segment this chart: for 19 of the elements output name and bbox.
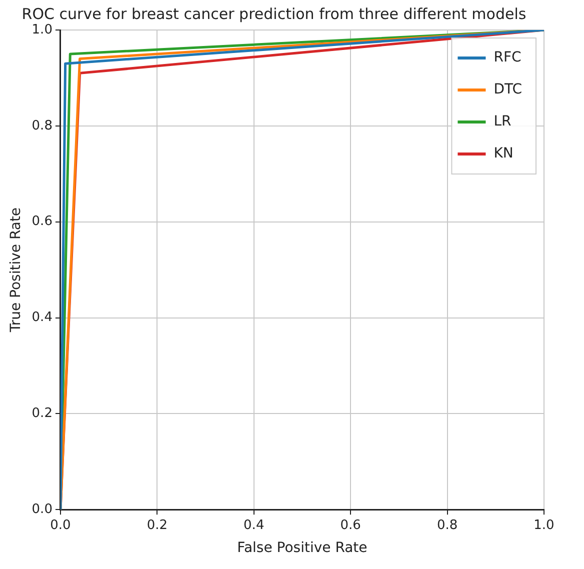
legend-label: DTC (494, 82, 522, 98)
x-tick-label: 0.2 (146, 518, 168, 533)
legend-label: KN (494, 146, 514, 162)
x-axis-title: False Positive Rate (237, 540, 368, 556)
y-tick-label: 0.8 (32, 118, 52, 134)
legend-label: LR (494, 114, 512, 130)
x-tick-label: 0.4 (244, 518, 264, 533)
x-tick-label: 0.0 (50, 518, 71, 533)
y-tick-label: 0.2 (32, 406, 52, 422)
x-tick-label: 1.0 (534, 518, 554, 533)
y-tick-label: 0.4 (32, 310, 52, 326)
y-tick-label: 0.0 (32, 502, 52, 517)
y-tick-label: 1.0 (32, 22, 52, 38)
y-tick-label: 0.6 (32, 214, 52, 230)
x-tick-label: 0.8 (436, 518, 458, 533)
legend-label: RFC (494, 50, 522, 66)
chart-title: ROC curve for breast cancer prediction from three different models (22, 4, 526, 23)
x-tick-label: 0.6 (340, 518, 361, 533)
y-axis-title: True Positive Rate (8, 207, 24, 334)
